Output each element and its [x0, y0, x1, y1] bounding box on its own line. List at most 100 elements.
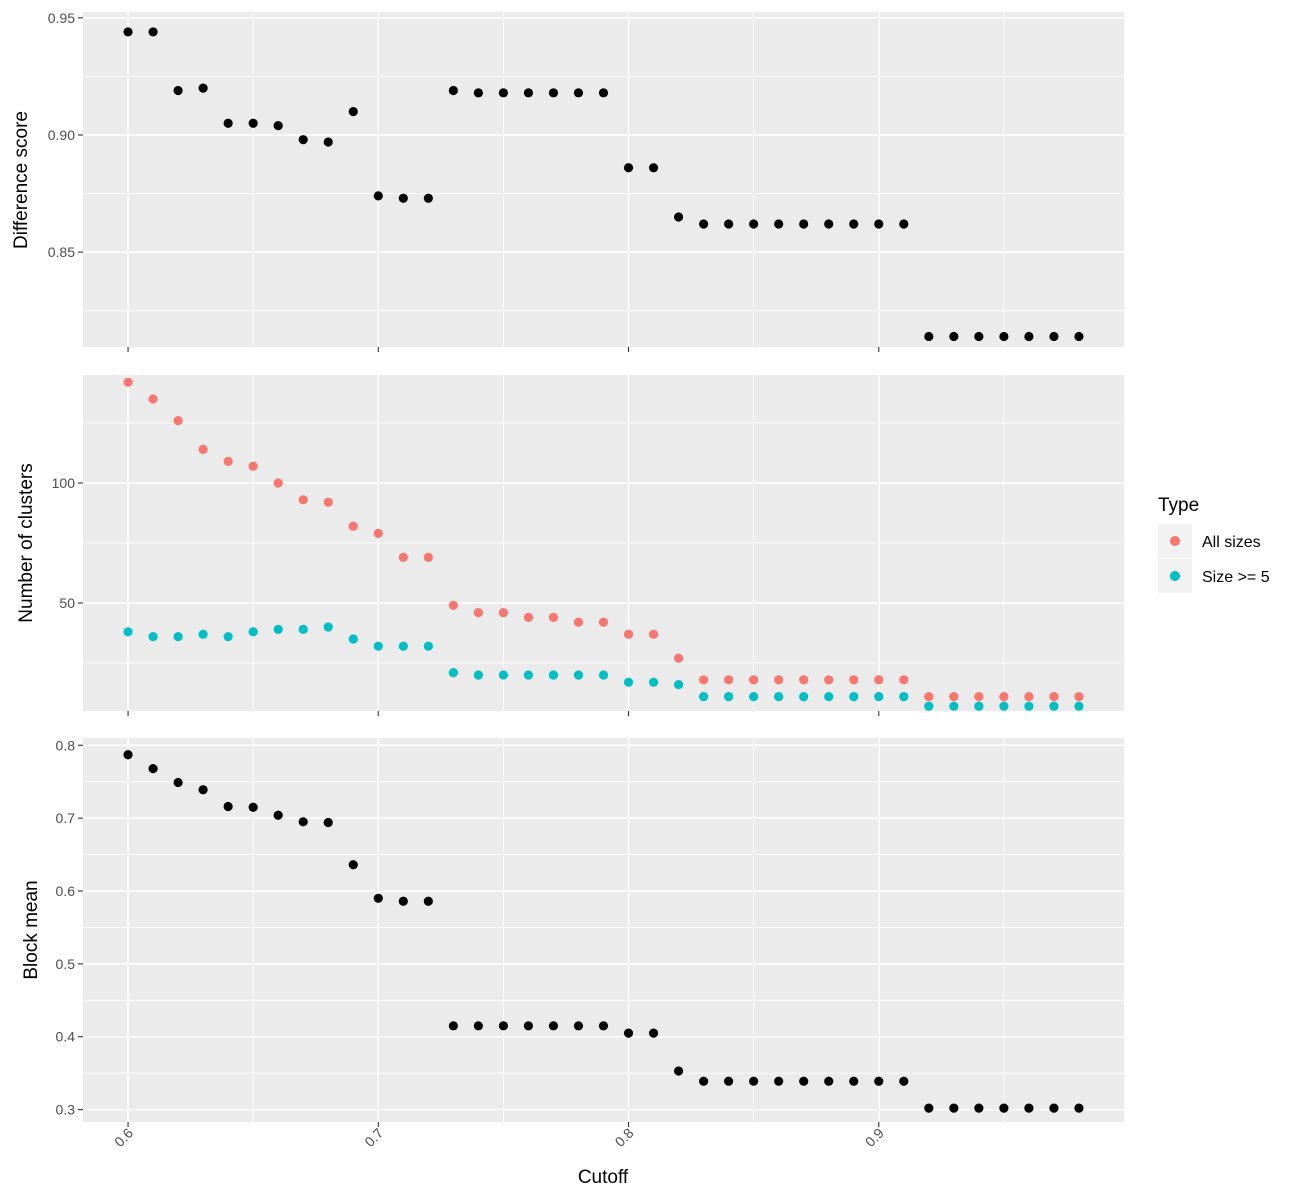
data-point: [548, 612, 559, 623]
data-point: [498, 670, 509, 680]
legend-swatch-all-sizes: [1170, 536, 1180, 546]
y-tick-label: 0.3: [56, 1102, 76, 1118]
data-point: [824, 1076, 834, 1086]
data-point: [673, 1066, 684, 1076]
data-point: [173, 777, 183, 788]
legend: Type All sizes Size >= 5: [1158, 495, 1270, 593]
data-point: [874, 692, 884, 702]
data-point: [498, 608, 509, 618]
data-point: [1024, 701, 1034, 711]
data-point: [623, 163, 634, 173]
data-point: [198, 785, 208, 795]
data-point: [573, 1021, 584, 1031]
data-point: [523, 670, 534, 680]
data-point: [874, 219, 884, 229]
data-point: [799, 692, 809, 702]
data-point: [423, 552, 433, 563]
data-point: [323, 622, 333, 632]
data-point: [999, 692, 1009, 702]
panel-difference-score: 0.85 0.90 0.95: [48, 10, 1124, 352]
data-point: [774, 219, 784, 229]
data-point: [373, 191, 383, 201]
data-point: [198, 629, 208, 639]
data-point: [648, 629, 659, 639]
data-point: [924, 1103, 934, 1113]
data-point: [373, 893, 383, 903]
data-point: [999, 331, 1009, 342]
data-point: [824, 219, 834, 229]
y-tick-label: 50: [59, 595, 75, 611]
data-point: [899, 675, 909, 685]
data-point: [999, 701, 1009, 711]
data-point: [924, 701, 934, 711]
data-point: [974, 692, 984, 702]
legend-label-all-sizes: All sizes: [1202, 534, 1261, 551]
data-point: [273, 624, 283, 635]
data-point: [974, 1103, 984, 1113]
data-point: [298, 624, 308, 635]
data-point: [949, 1103, 959, 1113]
data-point: [298, 817, 308, 827]
data-point: [849, 219, 859, 229]
panel-number-of-clusters: 50 100: [52, 375, 1124, 716]
y-tick-label: 0.5: [56, 956, 76, 972]
y-tick-label: 0.85: [48, 244, 75, 260]
data-point: [774, 675, 784, 685]
y-axis-title-block-mean: Block mean: [21, 880, 42, 979]
data-point: [348, 521, 358, 531]
data-point: [673, 680, 684, 690]
y-tick-label: 0.95: [48, 10, 75, 26]
data-point: [123, 627, 133, 637]
data-point: [949, 331, 959, 342]
legend-label-size-ge-5: Size >= 5: [1202, 569, 1270, 586]
data-point: [749, 692, 759, 702]
legend-swatch-size-ge-5: [1170, 571, 1180, 581]
data-point: [849, 675, 859, 685]
data-point: [448, 85, 458, 96]
data-point: [999, 1103, 1009, 1113]
data-point: [774, 692, 784, 702]
data-point: [298, 495, 308, 505]
panel-background: [83, 738, 1124, 1122]
data-point: [448, 668, 458, 678]
data-point: [899, 1076, 909, 1086]
data-point: [648, 1028, 659, 1038]
data-point: [874, 675, 884, 685]
data-point: [573, 88, 584, 98]
data-point: [398, 552, 408, 563]
data-point: [1024, 692, 1034, 702]
data-point: [548, 88, 559, 98]
data-point: [1074, 701, 1084, 711]
y-tick-label: 0.7: [56, 810, 76, 826]
data-point: [698, 219, 709, 229]
data-point: [373, 528, 383, 539]
data-point: [423, 641, 433, 651]
data-point: [849, 692, 859, 702]
data-point: [223, 456, 233, 466]
data-point: [899, 219, 909, 229]
panel-block-mean: 0.30.40.50.60.70.80.6 0.7 0.8 0.9: [56, 737, 1124, 1150]
data-point: [623, 677, 634, 687]
y-tick-label: 0.6: [56, 883, 76, 899]
y-tick-label: 0.8: [56, 737, 76, 753]
data-point: [123, 750, 133, 760]
data-point: [473, 670, 483, 680]
data-point: [123, 377, 133, 387]
data-point: [248, 461, 258, 471]
data-point: [724, 219, 734, 229]
legend-title: Type: [1158, 495, 1199, 516]
data-point: [398, 896, 408, 906]
data-point: [498, 88, 509, 98]
data-point: [1024, 331, 1034, 342]
data-point: [698, 675, 709, 685]
data-point: [173, 632, 183, 642]
y-axis-title-number-of-clusters: Number of clusters: [16, 463, 37, 622]
data-point: [248, 802, 258, 812]
data-point: [548, 670, 559, 680]
data-point: [724, 675, 734, 685]
y-tick-label: 100: [52, 475, 76, 491]
data-point: [1049, 692, 1059, 702]
data-point: [623, 629, 634, 639]
data-point: [173, 416, 183, 426]
